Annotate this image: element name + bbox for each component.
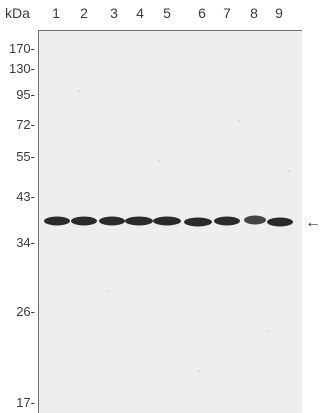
band-lane-7	[214, 216, 240, 226]
background-speck	[108, 290, 110, 292]
lane-label-3: 3	[110, 5, 118, 21]
lane-label-9: 9	[275, 5, 283, 21]
marker-label-170: 170-	[8, 41, 35, 56]
marker-label-43: 43-	[16, 189, 35, 204]
marker-label-26: 26-	[16, 304, 35, 319]
lane-label-6: 6	[198, 5, 206, 21]
lane-label-4: 4	[136, 5, 144, 21]
lane-label-7: 7	[223, 5, 231, 21]
band-lane-5	[153, 216, 181, 226]
background-speck	[158, 160, 160, 162]
background-speck	[268, 330, 270, 332]
band-lane-8	[244, 215, 266, 225]
band-lane-6	[184, 217, 212, 227]
bands-layer	[44, 90, 293, 372]
background-speck	[238, 120, 240, 122]
band-lane-1	[44, 216, 70, 226]
band-lane-2	[71, 216, 97, 226]
marker-label-130: 130-	[8, 61, 35, 76]
marker-label-55: 55-	[16, 149, 35, 164]
lane-label-5: 5	[163, 5, 171, 21]
background-speck	[198, 370, 200, 372]
kda-unit-label: kDa	[5, 5, 30, 21]
lane-label-8: 8	[250, 5, 258, 21]
background-speck	[288, 170, 290, 172]
band-lane-4	[125, 216, 153, 226]
background-speck	[78, 90, 80, 92]
lane-label-1: 1	[52, 5, 60, 21]
band-arrow-icon: ←	[305, 214, 321, 231]
marker-label-72: 72-	[16, 117, 35, 132]
band-lane-9	[267, 217, 293, 227]
blot-membrane	[38, 30, 302, 413]
marker-label-95: 95-	[16, 87, 35, 102]
lane-label-2: 2	[80, 5, 88, 21]
band-lane-3	[99, 216, 125, 226]
marker-label-17: 17-	[16, 395, 35, 410]
marker-label-34: 34-	[16, 235, 35, 250]
